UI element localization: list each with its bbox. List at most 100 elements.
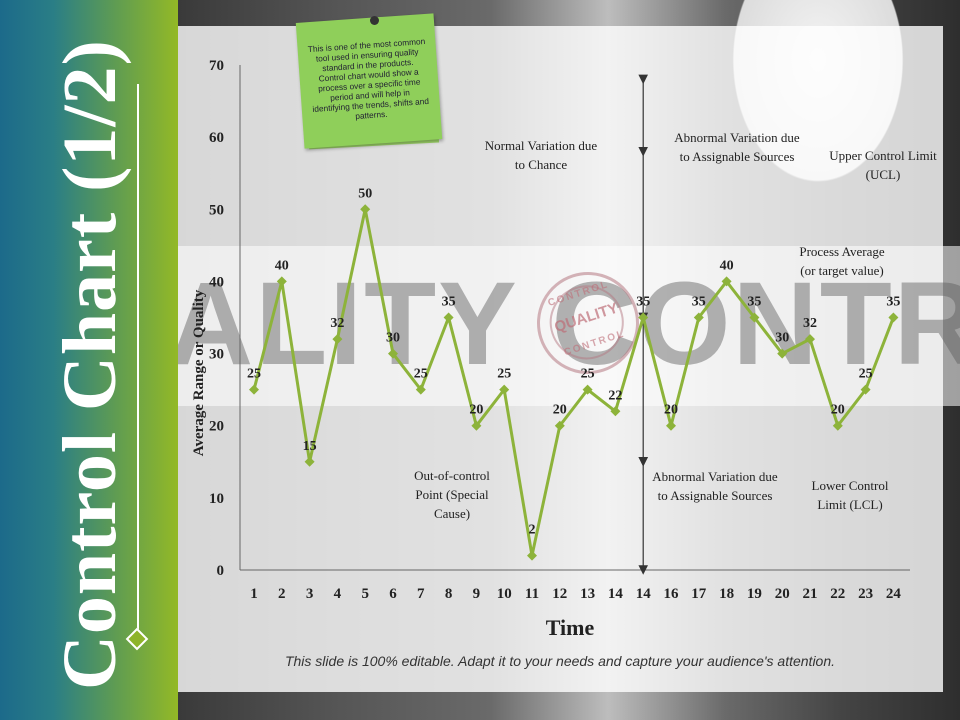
note-out-of-control: Out-of-control Point (Special Cause): [414, 468, 490, 521]
data-point: [777, 348, 788, 359]
x-tick-label: 3: [306, 586, 314, 602]
data-point: [582, 384, 593, 395]
pin-icon: [370, 16, 379, 25]
data-label: 35: [636, 295, 650, 310]
data-point: [610, 406, 621, 417]
y-tick-label: 60: [209, 130, 224, 146]
data-point: [443, 312, 454, 323]
data-label: 35: [442, 295, 456, 310]
chart-data-labels: 25 40 15 32 50 30 25 35 20 25 2 20 25 22 35 20 35 40 35 30 3…: [247, 186, 900, 537]
x-tick-label: 7: [417, 586, 425, 602]
data-point: [360, 204, 371, 215]
sticky-note: This is one of the most common tool used…: [295, 13, 443, 149]
data-label: 25: [414, 367, 428, 382]
x-tick-label: 16: [664, 586, 680, 602]
data-point: [499, 384, 510, 395]
data-point: [693, 312, 704, 323]
data-label: 40: [275, 258, 289, 273]
data-label: 15: [303, 439, 317, 454]
x-tick-label: 18: [719, 586, 734, 602]
x-tick-label: 12: [552, 586, 567, 602]
x-tick-label: 13: [580, 586, 595, 602]
x-tick-label: 23: [858, 586, 873, 602]
x-tick-label: 14: [608, 586, 624, 602]
data-point: [749, 312, 760, 323]
data-point: [276, 276, 287, 287]
watermark-band: [178, 246, 960, 406]
data-point: [832, 420, 843, 431]
x-tick-label: 20: [775, 586, 790, 602]
chart-axes: [239, 65, 910, 571]
x-tick-label: 10: [497, 586, 512, 602]
data-label: 25: [247, 367, 261, 382]
x-tick-label: 8: [445, 586, 453, 602]
data-label: 30: [775, 331, 789, 346]
y-tick-label: 40: [209, 274, 224, 290]
data-label: 20: [664, 403, 678, 418]
x-tick-label: 17: [691, 586, 707, 602]
y-axis-title: Average Range or Quality: [191, 289, 207, 457]
data-point: [332, 334, 343, 345]
y-tick-label: 30: [209, 347, 224, 363]
x-tick-label: 11: [525, 586, 539, 602]
data-label: 35: [747, 295, 761, 310]
data-point: [888, 312, 899, 323]
data-label: 25: [859, 367, 873, 382]
y-tick-label: 10: [209, 491, 224, 507]
x-tick-label: 21: [803, 586, 818, 602]
x-tick-label: 19: [747, 586, 762, 602]
chart-series: [249, 204, 899, 561]
x-tick-label: 5: [361, 586, 369, 602]
data-label: 50: [358, 186, 372, 201]
data-point: [805, 334, 815, 345]
data-label: 30: [386, 331, 400, 346]
x-tick-label: 9: [473, 586, 481, 602]
data-label: 2: [529, 523, 536, 538]
x-tick-label: 22: [830, 586, 845, 602]
note-abnormal-bottom: Abnormal Variation due to Assignable Sou…: [652, 469, 778, 503]
data-point: [721, 276, 732, 287]
data-label: 25: [581, 367, 595, 382]
data-point: [666, 420, 676, 431]
data-label: 22: [608, 388, 622, 403]
data-point: [554, 420, 565, 431]
data-point: [471, 420, 482, 431]
data-label: 20: [469, 403, 483, 418]
x-tick-label: 14: [636, 586, 652, 602]
note-abnormal-top: Abnormal Variation due to Assignable Sou…: [674, 130, 800, 164]
footer-caption: This slide is 100% editable. Adapt it to…: [284, 653, 836, 669]
note-normal-variation: Normal Variation due to Chance: [484, 138, 598, 172]
x-tick-label: 1: [250, 586, 258, 602]
data-label: 35: [692, 295, 706, 310]
y-tick-label: 50: [209, 202, 224, 218]
data-label: 20: [831, 403, 845, 418]
series-line: [252, 208, 895, 556]
note-lcl: Lower Control Limit (LCL): [811, 478, 889, 512]
data-label: 32: [330, 316, 344, 331]
side-band: [0, 0, 178, 720]
y-tick-label: 70: [209, 58, 224, 74]
data-label: 40: [720, 258, 734, 273]
note-process-average: Process Average (or target value): [799, 244, 885, 278]
x-tick-label: 24: [886, 586, 902, 602]
data-label: 35: [886, 295, 900, 310]
y-tick-label: 20: [209, 419, 224, 435]
x-tick-label: 6: [389, 586, 397, 602]
data-point: [304, 456, 315, 467]
watermark-text: ALITY CONTROL: [168, 258, 960, 390]
data-label: 20: [553, 403, 567, 418]
x-tick-label: 4: [334, 586, 342, 602]
data-point: [415, 384, 426, 395]
x-axis-title: Time: [545, 615, 595, 640]
data-point: [527, 550, 537, 561]
x-tick-label: 2: [278, 586, 286, 602]
y-tick-label: 0: [217, 563, 225, 579]
data-label: 25: [497, 367, 511, 382]
data-point: [249, 384, 259, 395]
side-divider: [137, 84, 139, 632]
note-ucl: Upper Control Limit (UCL): [829, 148, 937, 182]
data-point: [388, 348, 398, 359]
data-point: [860, 384, 871, 395]
